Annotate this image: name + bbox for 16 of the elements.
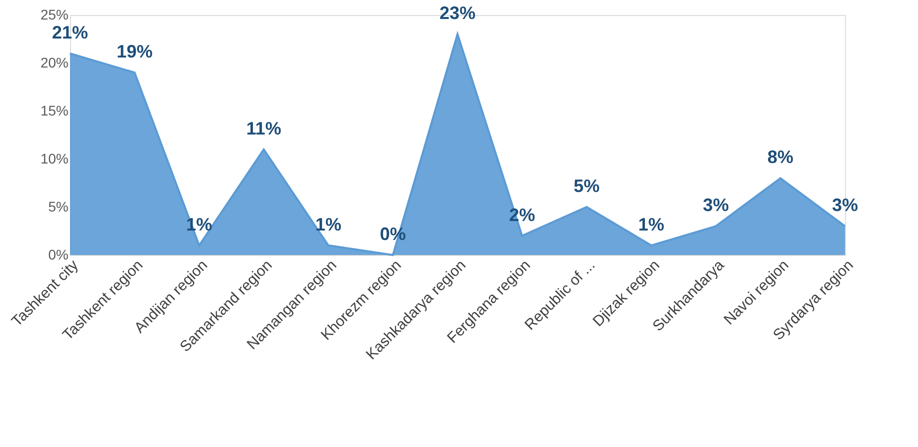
y-tick-label: 0% — [48, 246, 68, 262]
data-label: 3% — [832, 195, 858, 216]
y-tick-label: 25% — [40, 6, 68, 22]
y-tick-label: 10% — [40, 150, 68, 166]
data-label: 8% — [767, 147, 794, 168]
data-label: 1% — [638, 214, 664, 234]
data-label: 11% — [246, 118, 282, 138]
data-label: 3% — [702, 195, 729, 216]
y-tick-label: 15% — [40, 102, 68, 118]
data-label: 21% — [52, 22, 88, 42]
y-tick-label: 5% — [48, 198, 68, 214]
y-tick-label: 20% — [40, 54, 68, 70]
data-label: 1% — [315, 214, 342, 234]
data-label: 19% — [116, 42, 153, 62]
data-label: 23% — [439, 3, 476, 24]
data-label: 5% — [574, 176, 600, 196]
